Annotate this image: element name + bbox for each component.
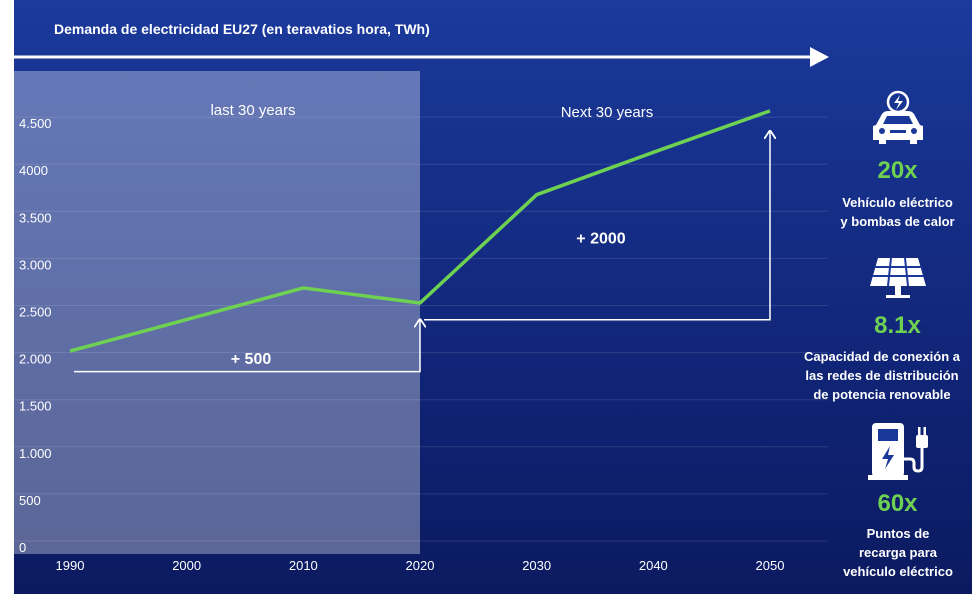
stat-label-line: Capacidad de conexión a — [803, 349, 961, 364]
y-tick-label: 1.000 — [19, 446, 52, 461]
stat-label-line: vehículo eléctrico — [843, 564, 953, 579]
x-axis: 1990 2000 2010 2020 2030 2040 2050 — [56, 558, 785, 573]
x-tick-label: 2050 — [756, 558, 785, 573]
y-tick-label: 1.500 — [19, 399, 52, 414]
y-tick-label: 3.500 — [19, 210, 52, 225]
x-tick-label: 2040 — [639, 558, 668, 573]
growth-label: + 2000 — [576, 231, 625, 248]
solar-panel-icon — [870, 257, 926, 298]
past-period-label: last 30 years — [210, 102, 295, 119]
stat-label-line: recarga para — [858, 545, 938, 560]
x-tick-label: 2010 — [289, 558, 318, 573]
stat-label-line: Vehículo eléctrico — [842, 195, 953, 210]
growth-label: + 500 — [231, 351, 272, 368]
x-tick-label: 1990 — [56, 558, 85, 573]
y-tick-label: 0 — [19, 540, 26, 555]
x-tick-label: 2000 — [172, 558, 201, 573]
y-axis: 0 500 1.000 1.500 2.000 2.500 3.000 3.500 4000 4.… — [19, 116, 52, 555]
stat-label-line: las redes de distribución — [805, 368, 959, 383]
stat-label-line: Puntos de — [866, 526, 930, 541]
timeline-arrowhead-icon — [810, 47, 829, 67]
y-tick-label: 2.500 — [19, 305, 52, 320]
growth-annotations: + 500 + 2000 — [74, 132, 770, 373]
y-tick-label: 3.000 — [19, 257, 52, 272]
chart-title: Demanda de electricidad EU27 (en teravat… — [54, 21, 430, 37]
growth-bracket-arrow — [424, 132, 770, 321]
y-tick-label: 500 — [19, 493, 41, 508]
stat-value-charging: 60x — [877, 490, 918, 517]
stat-label-ev: Vehículo eléctrico y bombas de calor — [815, 193, 979, 231]
growth-bracket-arrow — [74, 320, 420, 373]
stat-label-line: de potencia renovable — [813, 387, 951, 402]
y-tick-label: 2.000 — [19, 352, 52, 367]
future-period-label: Next 30 years — [561, 104, 654, 121]
y-tick-label: 4000 — [19, 163, 48, 178]
x-tick-label: 2030 — [522, 558, 551, 573]
stat-label-charging: Puntos de recarga para vehículo eléctric… — [823, 524, 973, 581]
charging-station-icon — [868, 423, 928, 480]
stat-label-line: y bombas de calor — [840, 214, 955, 229]
stat-value-ev: 20x — [877, 157, 918, 184]
electric-car-icon — [873, 90, 923, 144]
stat-label-solar: Capacidad de conexión a las redes de dis… — [792, 347, 972, 404]
stat-value-solar: 8.1x — [874, 312, 921, 339]
series-line — [69, 109, 771, 353]
grid-lines — [14, 116, 828, 542]
y-tick-label: 4.500 — [19, 116, 52, 131]
x-tick-label: 2020 — [406, 558, 435, 573]
chart-panel — [14, 0, 972, 594]
